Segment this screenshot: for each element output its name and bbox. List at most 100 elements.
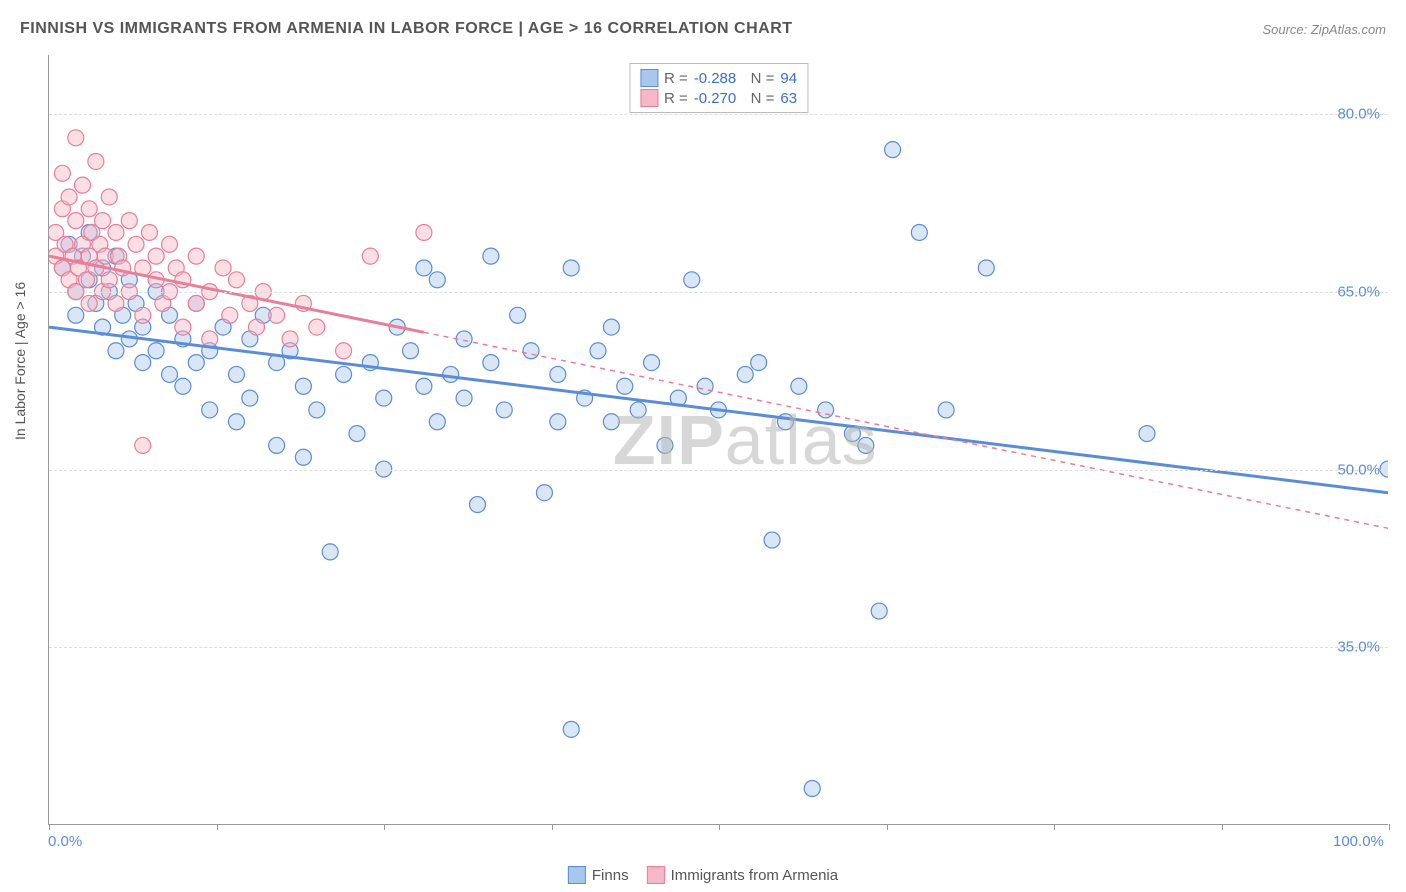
data-point [148,343,164,359]
data-point [74,177,90,193]
data-point [222,307,238,323]
data-point [81,201,97,217]
data-point [1139,426,1155,442]
data-point [202,402,218,418]
data-point [456,331,472,347]
y-tick-label: 50.0% [1337,461,1380,478]
data-point [403,343,419,359]
data-point [175,319,191,335]
regression-line-extrapolated [424,332,1388,528]
y-tick-label: 35.0% [1337,639,1380,656]
stats-r-label: R = [664,90,688,107]
data-point [818,402,834,418]
data-point [202,331,218,347]
data-point [141,224,157,240]
data-point [911,224,927,240]
legend-item: Finns [568,866,629,884]
data-point [215,260,231,276]
data-point [871,603,887,619]
data-point [175,378,191,394]
stats-r-label: R = [664,70,688,87]
data-point [657,437,673,453]
data-point [336,366,352,382]
data-point [563,721,579,737]
x-tick [1389,824,1390,830]
legend: Finns Immigrants from Armenia [568,866,838,884]
data-point [510,307,526,323]
data-point [322,544,338,560]
data-point [362,248,378,264]
data-point [603,414,619,430]
data-point [737,366,753,382]
data-point [376,390,392,406]
data-point [938,402,954,418]
data-point [496,402,512,418]
data-point [978,260,994,276]
data-point [128,236,144,252]
data-point [101,272,117,288]
data-point [416,378,432,394]
stats-row: R = -0.270 N = 63 [640,88,797,108]
x-tick [217,824,218,830]
data-point [644,355,660,371]
x-tick [1222,824,1223,830]
data-point [68,307,84,323]
data-point [550,366,566,382]
data-point [162,366,178,382]
data-point [536,485,552,501]
data-point [416,260,432,276]
data-point [684,272,700,288]
gridline [49,470,1388,471]
y-tick-label: 65.0% [1337,283,1380,300]
data-point [249,319,265,335]
data-point [135,355,151,371]
data-point [228,366,244,382]
data-point [88,153,104,169]
legend-swatch [647,866,665,884]
data-point [885,142,901,158]
data-point [858,437,874,453]
data-point [108,224,124,240]
data-point [68,130,84,146]
data-point [416,224,432,240]
data-point [697,378,713,394]
data-point [269,437,285,453]
stats-n-value: 63 [780,90,797,107]
data-point [603,319,619,335]
legend-label: Immigrants from Armenia [671,867,839,884]
data-point [108,295,124,311]
data-point [108,343,124,359]
data-point [68,213,84,229]
data-point [429,272,445,288]
stats-n-value: 94 [780,70,797,87]
x-tick [552,824,553,830]
data-point [135,307,151,323]
regression-line [49,327,1388,493]
gridline [49,647,1388,648]
data-point [95,213,111,229]
stats-n-label: N = [742,90,774,107]
legend-swatch [568,866,586,884]
data-point [135,437,151,453]
stats-n-label: N = [742,70,774,87]
gridline [49,114,1388,115]
data-point [483,248,499,264]
chart-svg [49,55,1388,824]
data-point [751,355,767,371]
y-axis-label: In Labor Force | Age > 16 [12,282,28,440]
data-point [349,426,365,442]
data-point [630,402,646,418]
data-point [563,260,579,276]
data-point [188,295,204,311]
stats-r-value: -0.270 [694,90,737,107]
x-tick [384,824,385,830]
x-tick [49,824,50,830]
data-point [295,449,311,465]
y-tick-label: 80.0% [1337,106,1380,123]
data-point [523,343,539,359]
data-point [791,378,807,394]
data-point [81,295,97,311]
x-tick [1054,824,1055,830]
data-point [617,378,633,394]
x-tick-label: 100.0% [1333,833,1384,850]
